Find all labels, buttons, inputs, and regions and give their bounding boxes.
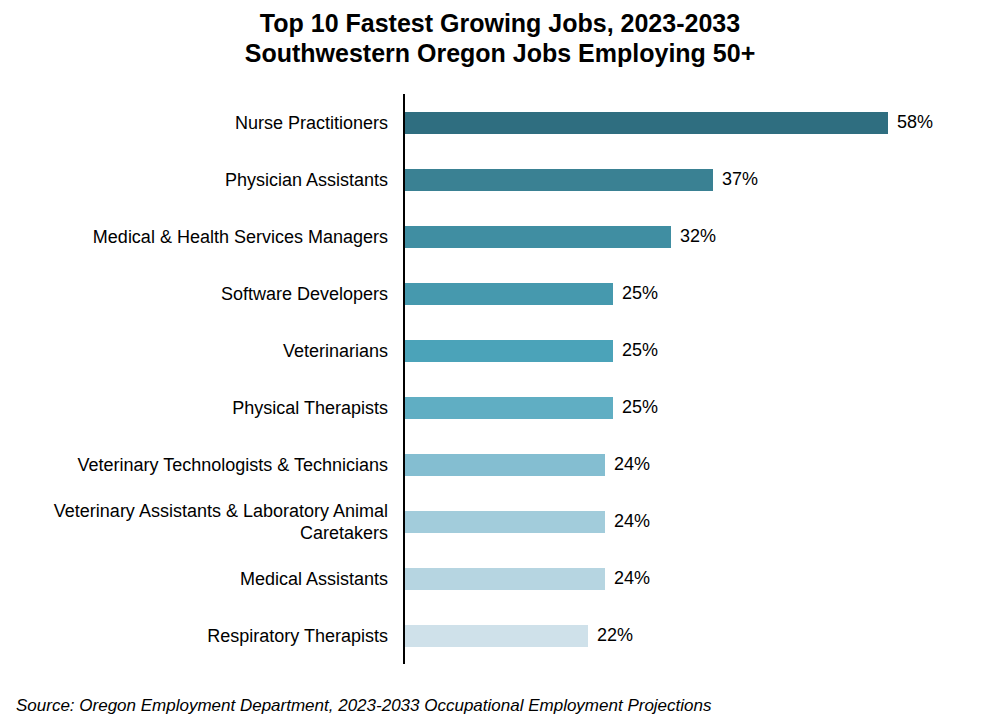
value-label: 25%	[622, 340, 658, 361]
category-label: Physician Assistants	[0, 169, 403, 191]
bar-zone: 24%	[403, 550, 1000, 607]
category-label: Nurse Practitioners	[0, 112, 403, 134]
bar-zone: 25%	[403, 379, 1000, 436]
bar-zone: 25%	[403, 322, 1000, 379]
bar-row: Medical & Health Services Managers 32%	[0, 208, 1000, 265]
value-label: 58%	[897, 112, 933, 133]
bar-row: Physician Assistants 37%	[0, 151, 1000, 208]
bar	[405, 625, 588, 647]
chart-page: Top 10 Fastest Growing Jobs, 2023-2033So…	[0, 0, 1000, 725]
category-label: Veterinary Technologists & Technicians	[0, 454, 403, 476]
bar	[405, 226, 671, 248]
bar-row: Software Developers 25%	[0, 265, 1000, 322]
value-label: 37%	[722, 169, 758, 190]
bar-row: Nurse Practitioners 58%	[0, 94, 1000, 151]
category-label: Respiratory Therapists	[0, 625, 403, 647]
value-label: 25%	[622, 283, 658, 304]
bar	[405, 454, 605, 476]
bar-row: Respiratory Therapists 22%	[0, 607, 1000, 664]
bar-row: Veterinarians 25%	[0, 322, 1000, 379]
bar-row: Veterinary Assistants & Laboratory Anima…	[0, 493, 1000, 550]
category-label: Veterinarians	[0, 340, 403, 362]
source-note: Source: Oregon Employment Department, 20…	[16, 696, 711, 716]
category-label: Physical Therapists	[0, 397, 403, 419]
bar	[405, 112, 888, 134]
category-label: Medical Assistants	[0, 568, 403, 590]
category-label: Medical & Health Services Managers	[0, 226, 403, 248]
bar-zone: 32%	[403, 208, 1000, 265]
value-label: 32%	[680, 226, 716, 247]
bar-row: Physical Therapists 25%	[0, 379, 1000, 436]
bar-chart: Nurse Practitioners 58% Physician Assistan…	[0, 94, 1000, 664]
bar-zone: 25%	[403, 265, 1000, 322]
chart-title-line1: Top 10 Fastest Growing Jobs, 2023-2033	[260, 9, 740, 37]
value-label: 24%	[614, 568, 650, 589]
bar-zone: 37%	[403, 151, 1000, 208]
category-label: Veterinary Assistants & Laboratory Anima…	[0, 500, 403, 544]
chart-title: Top 10 Fastest Growing Jobs, 2023-2033So…	[0, 8, 1000, 68]
bar	[405, 169, 713, 191]
chart-title-line2: Southwestern Oregon Jobs Employing 50+	[245, 39, 756, 67]
value-label: 24%	[614, 454, 650, 475]
value-label: 25%	[622, 397, 658, 418]
bar	[405, 283, 613, 305]
bar	[405, 568, 605, 590]
bar-zone: 24%	[403, 436, 1000, 493]
bar-zone: 22%	[403, 607, 1000, 664]
bar-zone: 24%	[403, 493, 1000, 550]
bar-zone: 58%	[403, 94, 1000, 151]
category-label: Software Developers	[0, 283, 403, 305]
value-label: 24%	[614, 511, 650, 532]
bar	[405, 511, 605, 533]
bar-row: Medical Assistants 24%	[0, 550, 1000, 607]
value-label: 22%	[597, 625, 633, 646]
bar	[405, 397, 613, 419]
bar	[405, 340, 613, 362]
bar-row: Veterinary Technologists & Technicians 24…	[0, 436, 1000, 493]
